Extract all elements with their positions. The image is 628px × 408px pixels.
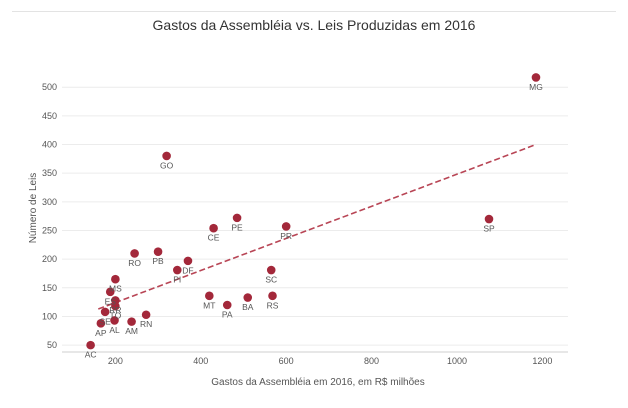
data-point-sc[interactable] <box>266 265 276 275</box>
point-label-df: DF <box>182 265 193 275</box>
x-tick-label: 1200 <box>532 356 552 366</box>
data-point-mt[interactable] <box>205 291 214 301</box>
data-point-pb[interactable] <box>153 247 163 256</box>
point-label-am: AM <box>125 326 138 336</box>
data-point-am[interactable] <box>127 317 136 326</box>
data-points <box>86 73 541 350</box>
data-point-rs[interactable] <box>268 291 277 301</box>
point-label-pr: PR <box>280 231 292 241</box>
point-label-pi: PI <box>173 275 181 285</box>
point-label-pa: PA <box>222 310 233 320</box>
point-label-rn: RN <box>140 319 152 329</box>
x-tick-label: 600 <box>279 356 294 366</box>
data-point-pe[interactable] <box>232 213 242 223</box>
y-tick-label: 150 <box>42 283 57 293</box>
point-label-ms: MS <box>109 284 122 294</box>
x-tick-label: 400 <box>193 356 208 366</box>
y-tick-label: 450 <box>42 111 57 121</box>
data-point-ac[interactable] <box>86 340 95 350</box>
point-label-al: AL <box>109 325 120 335</box>
y-tick-label: 350 <box>42 168 57 178</box>
x-tick-label: 800 <box>364 356 379 366</box>
point-label-rs: RS <box>267 300 279 310</box>
point-label-ba: BA <box>242 302 254 312</box>
y-tick-labels: 50 100 150 200 250 300 350 400 450 500 <box>42 82 57 350</box>
data-point-go[interactable] <box>162 151 171 161</box>
x-tick-label: 1000 <box>447 356 467 366</box>
y-axis-title: Número de Leis <box>28 173 39 244</box>
data-point-se[interactable] <box>100 307 110 317</box>
trendline-layer <box>98 143 537 310</box>
point-label-ce: CE <box>208 233 220 243</box>
point-label-se: SE <box>99 316 111 326</box>
data-point-ro[interactable] <box>130 249 139 258</box>
x-tick-label: 200 <box>108 356 123 366</box>
y-tick-label: 200 <box>42 254 57 264</box>
data-point-ce[interactable] <box>209 223 218 233</box>
point-label-ro: RO <box>128 258 141 268</box>
top-divider <box>12 11 616 12</box>
y-tick-label: 300 <box>42 197 57 207</box>
point-label-pb: PB <box>152 256 164 266</box>
y-tick-label: 500 <box>42 82 57 92</box>
point-label-mt: MT <box>203 300 215 310</box>
grid-lines <box>62 86 568 346</box>
point-label-ac: AC <box>85 350 97 360</box>
x-axis-title: Gastos da Assembléia em 2016, em R$ milh… <box>211 377 424 388</box>
y-tick-label: 250 <box>42 225 57 235</box>
point-label-es: ES <box>105 296 117 306</box>
data-point-ms[interactable] <box>111 274 120 284</box>
data-point-rn[interactable] <box>141 310 151 320</box>
x-tick-labels: 200 400 600 800 1000 1200 <box>108 356 553 366</box>
y-tick-label: 50 <box>47 340 57 350</box>
data-point-pi[interactable] <box>172 265 182 275</box>
data-point-mg[interactable] <box>531 73 541 82</box>
point-label-ap: AP <box>95 328 107 338</box>
data-point-pa[interactable] <box>222 300 232 310</box>
trendline <box>98 143 537 310</box>
point-label-mg: MG <box>529 82 543 92</box>
y-tick-label: 100 <box>42 311 57 321</box>
point-label-to: TO <box>110 311 122 321</box>
y-tick-label: 400 <box>42 140 57 150</box>
data-point-to[interactable] <box>111 301 120 311</box>
point-label-pe: PE <box>231 222 243 232</box>
data-point-al[interactable] <box>110 316 119 325</box>
point-label-sc: SC <box>265 275 277 285</box>
data-point-ap[interactable] <box>96 319 106 328</box>
data-point-es[interactable] <box>105 287 115 297</box>
data-point-ba[interactable] <box>243 293 253 302</box>
data-point-df[interactable] <box>183 256 193 266</box>
data-point-pr[interactable] <box>281 222 291 231</box>
chart-title: Gastos da Assembléia vs. Leis Produzidas… <box>152 17 476 33</box>
point-label-sp: SP <box>483 224 495 234</box>
point-label-rr: RR <box>109 305 121 315</box>
data-point-sp[interactable] <box>484 214 494 224</box>
point-label-go: GO <box>160 160 174 170</box>
